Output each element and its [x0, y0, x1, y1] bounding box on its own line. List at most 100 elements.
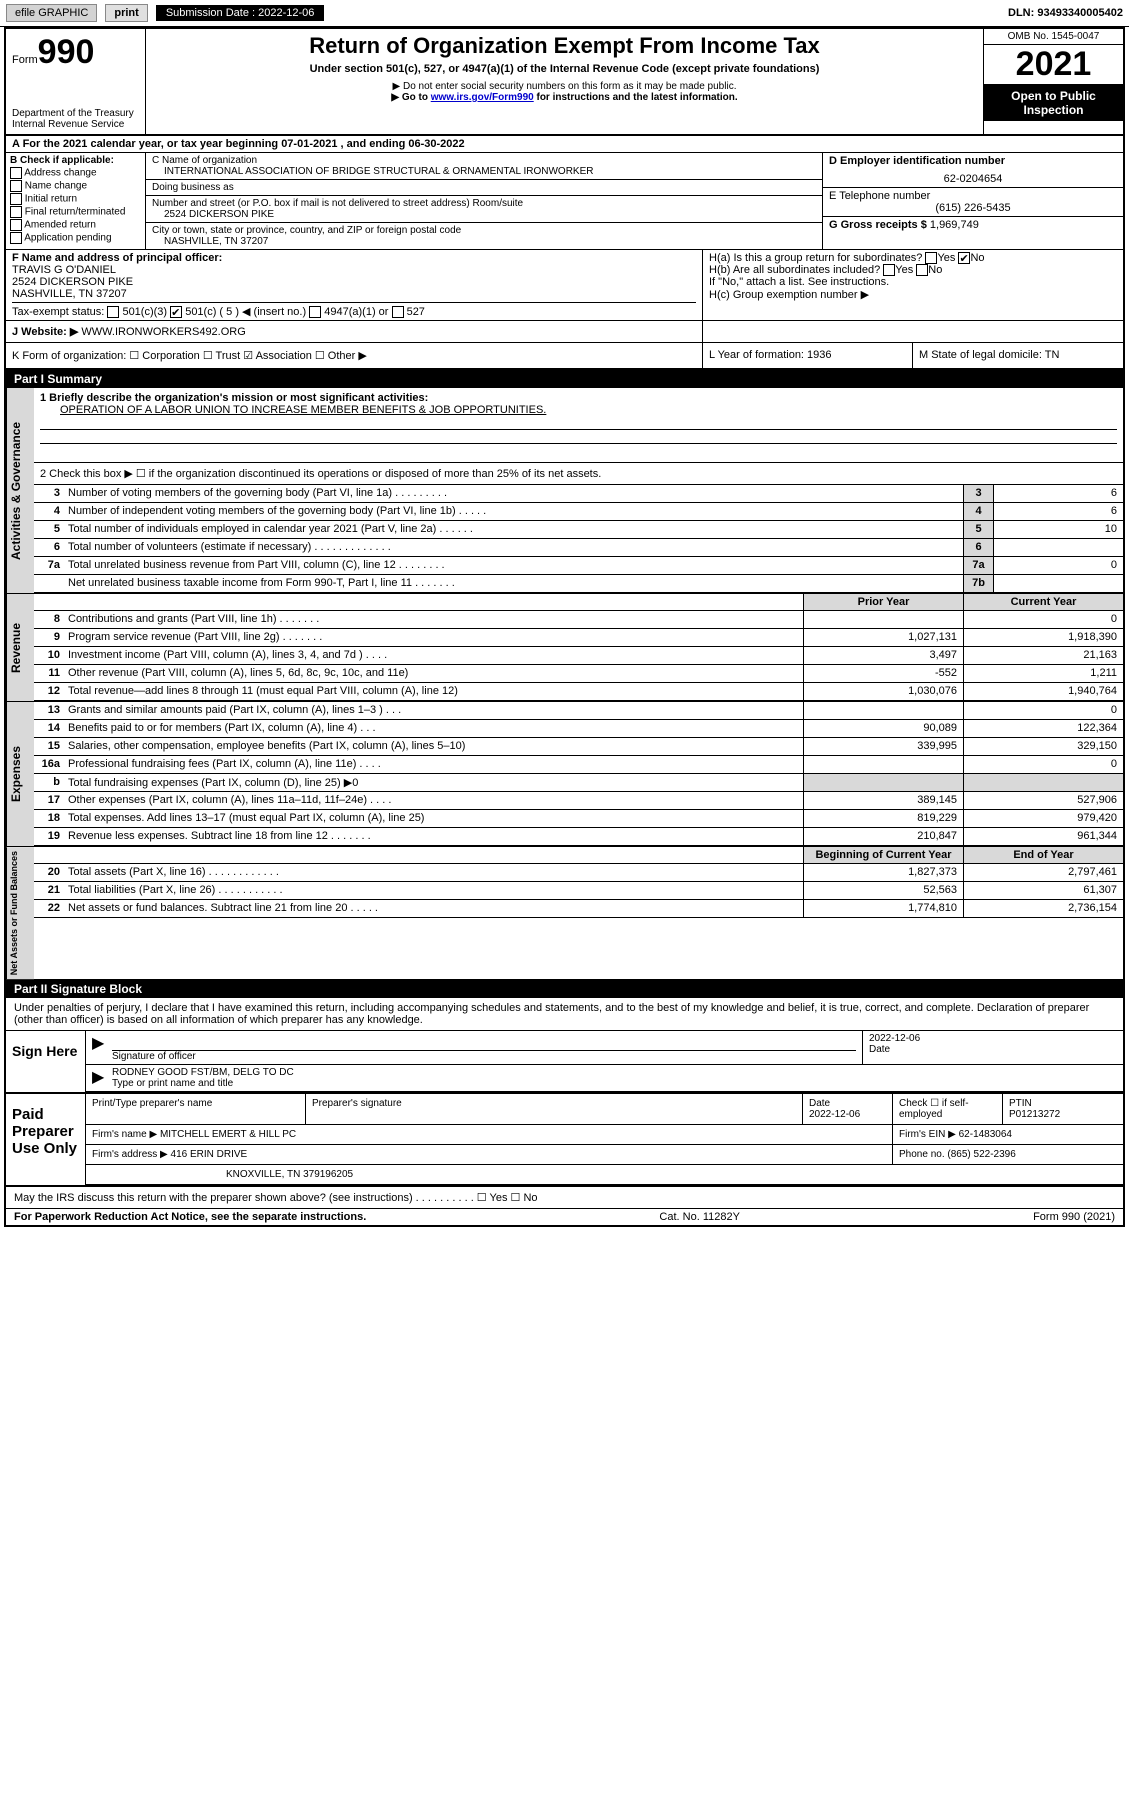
column-b: B Check if applicable: Address change Na… [6, 153, 146, 249]
form-title: Return of Organization Exempt From Incom… [154, 33, 975, 59]
q2-checkbox-line: 2 Check this box ▶ ☐ if the organization… [34, 463, 1123, 485]
firm-address: 416 ERIN DRIVE [171, 1149, 248, 1160]
officer-label: F Name and address of principal officer: [12, 252, 696, 264]
website-value: WWW.IRONWORKERS492.ORG [81, 326, 245, 338]
vtab-expenses: Expenses [6, 702, 34, 846]
signature-intro: Under penalties of perjury, I declare th… [6, 998, 1123, 1031]
financial-line: 13Grants and similar amounts paid (Part … [34, 702, 1123, 720]
firm-city: KNOXVILLE, TN 379196205 [86, 1165, 1123, 1184]
current-year-header: Current Year [963, 594, 1123, 610]
part-2-header: Part II Signature Block [6, 980, 1123, 998]
vtab-net-assets: Net Assets or Fund Balances [6, 847, 34, 979]
footer: For Paperwork Reduction Act Notice, see … [6, 1209, 1123, 1225]
checkbox-address-change[interactable]: Address change [10, 167, 141, 179]
column-d-e: D Employer identification number 62-0204… [823, 153, 1123, 249]
row-k-l-m: K Form of organization: ☐ Corporation ☐ … [6, 343, 1123, 370]
phone-label: E Telephone number [829, 190, 1117, 202]
dba-label: Doing business as [146, 180, 822, 196]
tax-exempt-label: Tax-exempt status: [12, 306, 104, 318]
ein-value: 62-0204654 [829, 173, 1117, 185]
dept-label: Department of the Treasury [12, 108, 139, 119]
paid-preparer-label: Paid Preparer Use Only [6, 1094, 86, 1185]
summary-line: 6Total number of volunteers (estimate if… [34, 539, 1123, 557]
website-label: J Website: ▶ [12, 326, 78, 338]
may-irs-discuss: May the IRS discuss this return with the… [6, 1187, 1123, 1209]
financial-line: 22Net assets or fund balances. Subtract … [34, 900, 1123, 918]
paid-preparer-block: Paid Preparer Use Only Print/Type prepar… [6, 1094, 1123, 1187]
prep-name-label: Print/Type preparer's name [86, 1094, 306, 1124]
warning-2-post: for instructions and the latest informat… [534, 92, 738, 103]
hb-label: H(b) Are all subordinates included? [709, 264, 880, 276]
form-of-org: K Form of organization: ☐ Corporation ☐ … [6, 343, 703, 368]
checkbox-name-change[interactable]: Name change [10, 180, 141, 192]
self-employed-check[interactable]: Check ☐ if self-employed [893, 1094, 1003, 1124]
checkbox-initial-return[interactable]: Initial return [10, 193, 141, 205]
summary-line: 5Total number of individuals employed in… [34, 521, 1123, 539]
checkbox-amended-return[interactable]: Amended return [10, 219, 141, 231]
header-left: Form990 Department of the Treasury Inter… [6, 29, 146, 134]
financial-line: 19Revenue less expenses. Subtract line 1… [34, 828, 1123, 846]
firm-name: MITCHELL EMERT & HILL PC [160, 1129, 296, 1140]
officer-addr2: NASHVILLE, TN 37207 [12, 288, 696, 300]
column-c: C Name of organization INTERNATIONAL ASS… [146, 153, 823, 249]
sig-date-label: Date [869, 1044, 1117, 1055]
firm-phone: (865) 522-2396 [947, 1149, 1015, 1160]
financial-line: 12Total revenue—add lines 8 through 11 (… [34, 683, 1123, 701]
financial-line: 17Other expenses (Part IX, column (A), l… [34, 792, 1123, 810]
hc-label: H(c) Group exemption number ▶ [709, 288, 1117, 301]
section-f-g-h: F Name and address of principal officer:… [6, 250, 1123, 321]
hb-note: If "No," attach a list. See instructions… [709, 276, 1117, 288]
checkbox-final-return[interactable]: Final return/terminated [10, 206, 141, 218]
form-prefix: Form [12, 54, 38, 66]
phone-value: (615) 226-5435 [829, 202, 1117, 214]
financial-line: 18Total expenses. Add lines 13–17 (must … [34, 810, 1123, 828]
form-container: Form990 Department of the Treasury Inter… [4, 27, 1125, 1227]
tax-year: 2021 [984, 45, 1123, 85]
revenue-section: Revenue Prior Year Current Year 8Contrib… [6, 594, 1123, 702]
sign-here-label: Sign Here [6, 1031, 86, 1092]
form-number: 990 [38, 33, 95, 71]
signer-name-label: Type or print name and title [112, 1078, 1117, 1089]
irs-label: Internal Revenue Service [12, 119, 139, 130]
end-year-header: End of Year [963, 847, 1123, 863]
mission-text: OPERATION OF A LABOR UNION TO INCREASE M… [40, 404, 1117, 416]
financial-line: 20Total assets (Part X, line 16) . . . .… [34, 864, 1123, 882]
prep-sig-label: Preparer's signature [306, 1094, 803, 1124]
header-mid: Return of Organization Exempt From Incom… [146, 29, 983, 134]
org-name: INTERNATIONAL ASSOCIATION OF BRIDGE STRU… [152, 166, 816, 177]
submission-date-label: Submission Date : 2022-12-06 [156, 5, 325, 21]
gross-receipts-value: 1,969,749 [930, 219, 979, 231]
irs-link[interactable]: www.irs.gov/Form990 [431, 92, 534, 103]
financial-line: 8Contributions and grants (Part VIII, li… [34, 611, 1123, 629]
prior-year-header: Prior Year [803, 594, 963, 610]
officer-name: TRAVIS G O'DANIEL [12, 264, 696, 276]
vtab-activities-governance: Activities & Governance [6, 388, 34, 593]
warning-2-pre: ▶ Go to [391, 92, 430, 103]
summary-line: 4Number of independent voting members of… [34, 503, 1123, 521]
q1-label: 1 Briefly describe the organization's mi… [40, 392, 1117, 404]
sig-date: 2022-12-06 [869, 1033, 1117, 1044]
omb-number: OMB No. 1545-0047 [984, 29, 1123, 45]
officer-addr1: 2524 DICKERSON PIKE [12, 276, 696, 288]
financial-line: 14Benefits paid to or for members (Part … [34, 720, 1123, 738]
header-right: OMB No. 1545-0047 2021 Open to Public In… [983, 29, 1123, 134]
row-j-website: J Website: ▶ WWW.IRONWORKERS492.ORG [6, 321, 1123, 343]
sig-officer-label: Signature of officer [112, 1051, 856, 1062]
signer-name: RODNEY GOOD FST/BM, DELG TO DC [112, 1067, 1117, 1078]
checkbox-application-pending[interactable]: Application pending [10, 232, 141, 244]
firm-ein: 62-1483064 [959, 1129, 1012, 1140]
print-button[interactable]: print [105, 4, 147, 22]
beginning-year-header: Beginning of Current Year [803, 847, 963, 863]
efile-graphic-button[interactable]: efile GRAPHIC [6, 4, 97, 22]
net-assets-header: Beginning of Current Year End of Year [34, 847, 1123, 864]
activities-governance-section: Activities & Governance 1 Briefly descri… [6, 388, 1123, 594]
street-address: 2524 DICKERSON PIKE [152, 209, 816, 220]
part-1-header: Part I Summary [6, 370, 1123, 388]
cat-no: Cat. No. 11282Y [659, 1211, 740, 1223]
summary-line: Net unrelated business taxable income fr… [34, 575, 1123, 593]
gross-receipts-label: G Gross receipts $ [829, 219, 927, 231]
financial-line: bTotal fundraising expenses (Part IX, co… [34, 774, 1123, 792]
form-header: Form990 Department of the Treasury Inter… [6, 29, 1123, 136]
paperwork-notice: For Paperwork Reduction Act Notice, see … [14, 1211, 366, 1223]
open-public-badge: Open to Public Inspection [984, 85, 1123, 121]
